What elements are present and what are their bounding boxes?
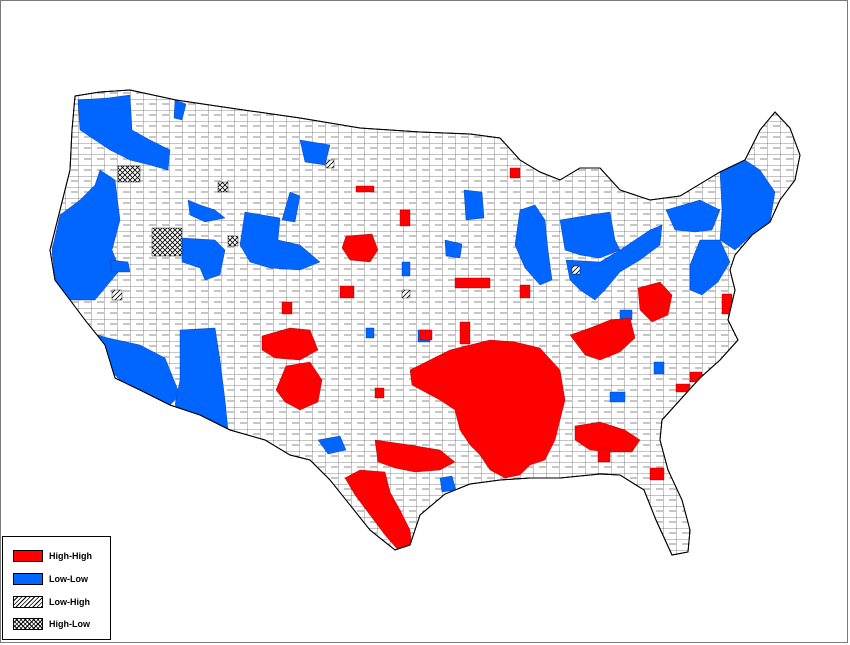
legend-label: Low-High bbox=[49, 597, 90, 607]
low-low-swatch bbox=[13, 573, 43, 585]
legend-label: Low-Low bbox=[49, 574, 88, 584]
low-high-swatch bbox=[13, 596, 43, 608]
legend-item-low-low: Low-Low bbox=[13, 572, 88, 586]
map-legend: High-High Low-Low Low-High High-Low bbox=[2, 536, 111, 640]
low-high-clusters bbox=[111, 159, 581, 301]
legend-label: High-High bbox=[49, 551, 92, 561]
low-low-clusters bbox=[51, 94, 776, 493]
legend-label: High-Low bbox=[49, 619, 90, 629]
legend-item-high-high: High-High bbox=[13, 549, 92, 563]
legend-item-low-high: Low-High bbox=[13, 595, 90, 609]
high-high-swatch bbox=[13, 550, 43, 562]
high-high-clusters bbox=[261, 167, 733, 551]
high-low-swatch bbox=[13, 618, 43, 630]
legend-item-high-low: High-Low bbox=[13, 617, 90, 631]
